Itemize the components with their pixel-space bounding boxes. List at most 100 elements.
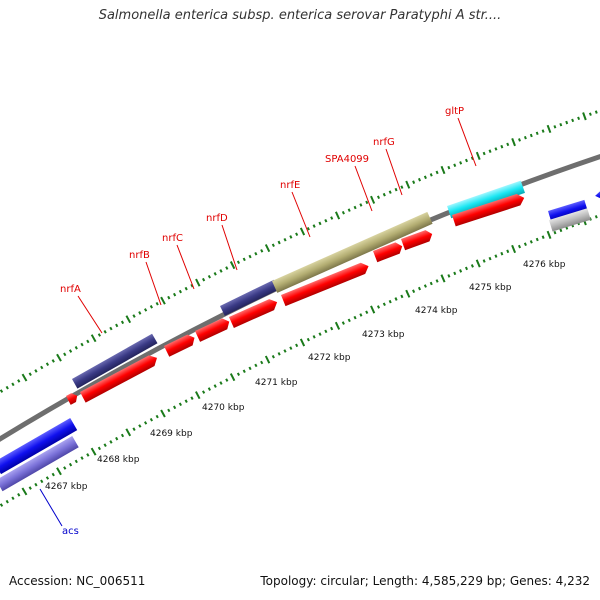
inner-tick-mark: [324, 329, 328, 334]
inner-tick-mark: [103, 443, 107, 447]
inner-tick-mark: [312, 335, 316, 339]
gene-label-nrfA[interactable]: nrfA: [60, 284, 81, 295]
inner-tick-mark: [28, 486, 32, 490]
outer-tick-mark: [571, 118, 575, 123]
outer-tick-mark: [289, 235, 293, 239]
inner-tick-mark: [21, 487, 28, 496]
inner-tick-mark: [506, 249, 510, 254]
outer-tick-mark: [213, 272, 217, 276]
outer-tick-mark: [388, 190, 392, 194]
outer-tick-mark: [138, 311, 142, 315]
gene-label-nrfD[interactable]: nrfD: [206, 213, 228, 224]
outer-tick-mark: [588, 112, 592, 116]
cds-arrow[interactable]: [452, 192, 526, 227]
outer-tick-mark: [56, 353, 62, 362]
scale-label: 4276 kbp: [523, 260, 566, 270]
inner-tick-mark: [559, 228, 563, 233]
inner-tick-mark: [68, 462, 73, 467]
outer-tick-mark: [470, 156, 474, 160]
outer-tick-mark: [447, 165, 451, 170]
outer-tick-mark: [97, 333, 101, 337]
gene-label-nrfC[interactable]: nrfC: [162, 233, 183, 244]
gene-block-nrfA[interactable]: [72, 333, 158, 389]
cds-arrow[interactable]: [401, 228, 434, 251]
gene-label-SPA4099[interactable]: SPA4099: [325, 154, 369, 165]
inner-tick-mark: [149, 417, 153, 422]
cds-forward-track: [66, 192, 526, 405]
outer-tick-mark: [0, 389, 4, 393]
inner-tick-mark: [56, 467, 62, 476]
inner-tick-mark: [475, 259, 481, 268]
inner-tick-mark: [423, 284, 427, 288]
gene-block-grey[interactable]: [549, 208, 591, 232]
inner-tick-mark: [289, 346, 293, 350]
inner-tick-mark: [482, 259, 486, 263]
outer-tick-mark: [582, 112, 587, 121]
outer-tick-mark: [565, 120, 569, 125]
outer-tick-mark: [546, 124, 552, 134]
outer-tick-mark: [80, 342, 84, 347]
cds-arrow[interactable]: [229, 297, 280, 328]
inner-tick-mark: [80, 456, 84, 460]
gene-block-acs[interactable]: [0, 436, 79, 492]
inner-tick-mark: [11, 496, 15, 501]
inner-tick-mark: [45, 476, 50, 480]
outer-tick-mark: [400, 185, 404, 189]
gene-block-gltP[interactable]: [447, 180, 525, 219]
inner-tick-mark: [178, 402, 182, 407]
outer-tick-mark: [236, 260, 241, 265]
inner-tick-mark: [264, 355, 271, 364]
outer-tick-mark: [330, 216, 334, 220]
inner-tick-mark: [229, 373, 236, 382]
inner-tick-mark: [347, 318, 351, 323]
inner-tick-mark: [277, 352, 281, 356]
outer-tick-mark: [229, 261, 236, 270]
gene-label-nrfG[interactable]: nrfG: [373, 137, 395, 148]
inner-tick-mark: [400, 294, 404, 299]
inner-tick-mark: [160, 409, 166, 418]
gene-block-nrfD[interactable]: [220, 279, 279, 316]
cds-arrow-small[interactable]: [66, 391, 80, 405]
inner-tick-mark: [295, 343, 299, 348]
inner-tick-mark: [90, 447, 97, 456]
gene-label-gltP[interactable]: gltP: [445, 106, 464, 117]
gene-label-acs[interactable]: acs: [62, 526, 79, 537]
gene-block-blue-edge[interactable]: [594, 186, 600, 202]
gene-block-nrfE[interactable]: [272, 211, 433, 293]
inner-tick-mark: [435, 279, 439, 283]
inner-tick-mark: [318, 332, 322, 336]
inner-tick-mark: [459, 269, 463, 273]
inner-tick-mark: [260, 360, 264, 365]
outer-tick-mark: [435, 170, 439, 175]
outer-tick-mark: [494, 147, 498, 151]
leader-nrfA: [77, 295, 103, 334]
outer-tick-mark: [103, 330, 107, 334]
cds-arrow[interactable]: [164, 332, 197, 357]
cds-arrow[interactable]: [281, 261, 371, 307]
outer-tick-mark: [195, 278, 201, 287]
outer-tick-mark: [295, 232, 299, 237]
gene-block-blue-right[interactable]: [548, 199, 588, 222]
outer-tick-mark: [511, 138, 516, 147]
gene-block-blue-left[interactable]: [0, 418, 78, 475]
outer-tick-mark: [453, 163, 457, 167]
inner-tick-mark: [388, 299, 392, 304]
outer-tick-mark: [506, 142, 510, 147]
gene-label-nrfE[interactable]: nrfE: [280, 180, 300, 191]
leader-nrfE: [291, 191, 311, 238]
inner-tick-mark: [417, 286, 422, 291]
outer-tick-mark: [149, 305, 153, 309]
cds-arrow[interactable]: [80, 353, 160, 403]
outer-tick-mark: [312, 224, 316, 228]
outer-tick-mark: [475, 151, 481, 160]
cds-arrow[interactable]: [195, 316, 232, 342]
outer-tick-mark: [271, 243, 275, 248]
outer-tick-mark: [306, 226, 310, 231]
inner-tick-mark: [370, 305, 376, 314]
outer-tick-mark: [347, 208, 351, 212]
cds-arrow[interactable]: [373, 241, 404, 263]
inner-tick-mark: [382, 302, 386, 307]
gene-label-nrfB[interactable]: nrfB: [129, 250, 150, 261]
inner-tick-mark: [109, 440, 113, 444]
